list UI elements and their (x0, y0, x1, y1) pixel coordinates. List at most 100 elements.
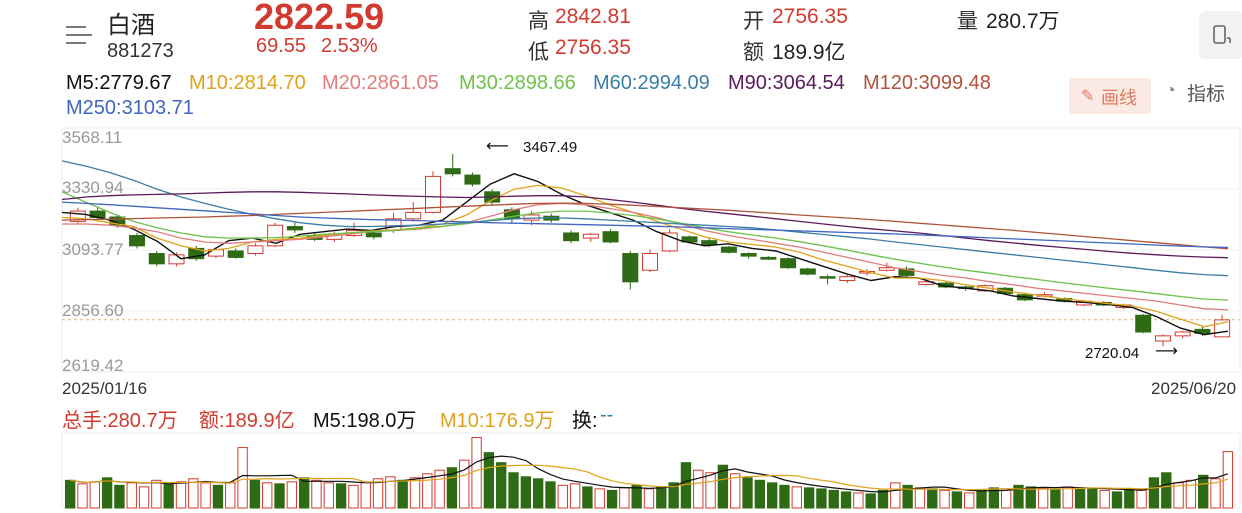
volume-bar (803, 487, 815, 509)
candle-body (661, 232, 678, 252)
volume-bar (532, 478, 544, 509)
volume-bar (693, 469, 704, 509)
volume-bar (1173, 482, 1184, 509)
volume-bar (471, 437, 482, 509)
volume-bar (1000, 488, 1012, 509)
candle-body (109, 216, 126, 226)
y-tick-1: 3568.11 (62, 128, 123, 147)
candle-body (839, 276, 856, 282)
y-tick-2: 3330.94 (62, 178, 124, 197)
volume-ma10-line (70, 464, 1228, 491)
ma60-label: M60:2994.09 (593, 72, 710, 94)
volume-bar (385, 476, 396, 509)
volume-bar (705, 472, 716, 509)
candle-body (286, 226, 303, 231)
candle-body (1174, 331, 1191, 337)
ma90-label: M90:3064.54 (728, 72, 845, 94)
volume-bar (840, 491, 852, 509)
volume-bar (1161, 472, 1172, 509)
candle-body (365, 232, 382, 238)
amount-value: 189.9亿 (772, 41, 846, 64)
volume-bar (89, 481, 100, 509)
volume-bar (964, 492, 975, 509)
draw-line-button[interactable]: ✎ 画线 (1069, 78, 1151, 114)
volume-bar (791, 486, 802, 509)
volume-bar (766, 482, 778, 509)
volume-bar (594, 488, 605, 509)
volume-bar (569, 483, 581, 509)
volume-bar (606, 489, 618, 509)
volume-bar (1148, 477, 1160, 509)
price-change-pct: 2.53% (321, 35, 378, 57)
candle-body (720, 246, 737, 253)
candle-body (227, 250, 244, 258)
volume-bar (1099, 489, 1110, 509)
volume-bar (188, 478, 199, 509)
open-value: 2756.35 (772, 5, 848, 28)
index-name: 白酒 (107, 12, 155, 39)
index-code: 881273 (107, 40, 174, 62)
volume-bar (434, 469, 445, 509)
volume-bar (643, 488, 655, 509)
candle-body (602, 231, 619, 243)
low-value: 2756.35 (555, 36, 631, 59)
volume-bar (101, 477, 113, 509)
volume-bar (730, 473, 741, 509)
volume-bar (668, 482, 679, 509)
candle-body (424, 175, 441, 213)
volume-bar (865, 493, 876, 509)
volume-bar (902, 484, 913, 509)
draw-line-label: 画线 (1101, 88, 1137, 108)
start-date: 2025/01/16 (62, 379, 148, 398)
volume-bar (754, 479, 766, 509)
volume-bar (914, 487, 926, 509)
volume-bar (631, 484, 642, 509)
volume-bar (890, 482, 901, 509)
volume-bar (828, 489, 839, 509)
candle-body (247, 245, 264, 255)
y-tick-4: 2856.60 (62, 301, 124, 320)
high-marker-value: 3467.49 (523, 139, 578, 156)
open-label: 开 (743, 10, 764, 33)
candle-body (760, 256, 777, 260)
volume-bar (1062, 486, 1073, 509)
candle-body (129, 235, 146, 247)
phone-rotate-icon (1213, 25, 1231, 44)
y-tick-5: 2619.42 (62, 356, 124, 375)
volume-bar (582, 486, 593, 509)
menu-icon[interactable] (66, 24, 92, 46)
volume-bar (459, 459, 470, 509)
candle-body (1135, 314, 1152, 333)
volume-label: 量 (957, 10, 978, 33)
volume-bar (323, 482, 334, 509)
gauge-icon[interactable]: ◔ (1165, 80, 1176, 100)
volume-bar (1050, 488, 1061, 509)
volume-bar (742, 477, 753, 509)
landscape-toggle-button[interactable] (1199, 11, 1242, 59)
ma10-label: M10:2814.70 (189, 72, 306, 94)
volume-bar (372, 478, 384, 509)
y-tick-3: 3093.77 (62, 240, 124, 259)
current-price: 2822.59 (254, 0, 385, 37)
volume-bar (138, 486, 150, 509)
ma30-label: M30:2898.66 (459, 72, 576, 94)
volume-bar (286, 481, 298, 509)
volume-bar (348, 484, 359, 509)
amount-label: 额 (743, 41, 764, 64)
volume-bar (212, 484, 224, 509)
volume-bar (126, 482, 137, 509)
volume-bar (360, 481, 371, 509)
volume-bar (274, 483, 285, 509)
candle-body (642, 253, 658, 271)
indicator-button[interactable]: 指标 (1187, 84, 1226, 105)
volume-bar (151, 479, 162, 509)
ma20-label: M20:2861.05 (322, 72, 439, 94)
candle-body (148, 253, 165, 265)
end-date: 2025/06/20 (1151, 379, 1237, 398)
volume-bar (409, 477, 421, 509)
high-marker-arrow: ⟵ (486, 138, 509, 155)
volume-bar (508, 472, 519, 509)
volume-bar (779, 484, 790, 509)
candle-body (1154, 335, 1171, 342)
